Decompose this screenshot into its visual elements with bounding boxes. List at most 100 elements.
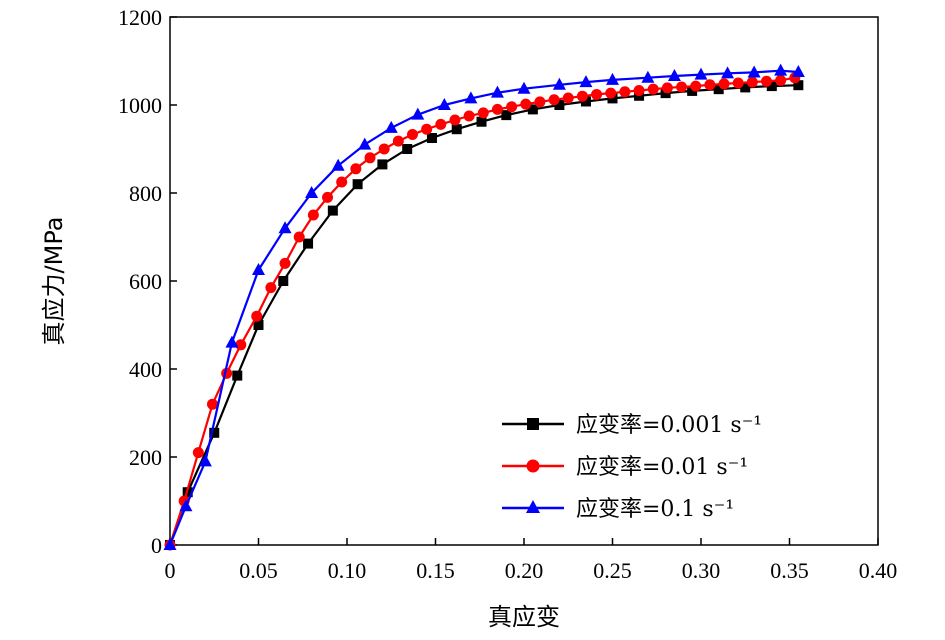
data-point: [605, 87, 617, 99]
data-point: [676, 81, 688, 93]
data-point: [580, 96, 591, 107]
data-point: [303, 238, 314, 249]
data-point: [435, 118, 447, 130]
y-tick-label: 800: [129, 181, 162, 206]
series-2: [163, 63, 805, 550]
data-point: [534, 96, 546, 108]
data-point: [278, 221, 292, 234]
y-tick-label: 600: [129, 269, 162, 294]
data-point: [253, 320, 264, 330]
legend-label-0: 应变率=0.001 s⁻¹: [576, 413, 762, 438]
y-tick-label: 400: [129, 357, 162, 382]
data-point: [192, 447, 204, 459]
data-point: [426, 133, 437, 143]
data-point: [606, 72, 619, 85]
data-point: [331, 158, 345, 171]
y-tick-label: 1000: [118, 93, 162, 118]
x-axis-label: 真应变: [488, 603, 560, 631]
data-point: [322, 191, 334, 203]
data-point: [278, 276, 289, 286]
data-point: [377, 159, 388, 170]
data-point: [694, 67, 708, 80]
data-point: [476, 116, 487, 127]
y-tick-label: 1200: [118, 5, 162, 30]
data-point: [791, 65, 805, 77]
data-point: [252, 263, 265, 275]
y-axis-label: 真应力/MPa: [40, 217, 68, 346]
data-point: [713, 84, 724, 95]
data-point: [660, 88, 671, 99]
x-tick-label: 0.20: [505, 558, 544, 583]
data-point: [179, 499, 193, 512]
data-point: [667, 68, 681, 81]
data-point: [554, 100, 565, 110]
legend-label-1: 应变率=0.01 s⁻¹: [576, 455, 748, 480]
data-point: [279, 257, 291, 269]
series-0: [165, 80, 804, 550]
data-point: [506, 101, 518, 113]
x-tick-label: 0.30: [682, 558, 721, 583]
data-point: [704, 79, 716, 91]
y-tick-label: 200: [129, 445, 162, 470]
data-point: [235, 339, 247, 351]
x-axis-ticks: 0 0.05 0.10 0.15 0.20 0.25 0.30 0.35 0.40: [165, 538, 897, 583]
data-point: [350, 163, 362, 175]
data-point: [307, 209, 319, 221]
data-point: [747, 65, 761, 78]
legend-label-2: 应变率=0.1 s⁻¹: [576, 497, 734, 522]
data-point: [633, 84, 645, 96]
data-point: [163, 538, 177, 550]
x-tick-label: 0.10: [328, 558, 367, 583]
data-point: [364, 152, 376, 164]
data-point: [449, 114, 461, 126]
data-point: [527, 104, 538, 115]
legend-marker-1: [526, 459, 540, 473]
data-point: [293, 231, 305, 243]
data-point: [490, 85, 504, 98]
data-point: [402, 144, 413, 154]
y-axis-ticks: 0 200 400 600 800 1000 1200: [118, 5, 177, 558]
data-point: [463, 110, 475, 122]
data-point: [562, 92, 574, 104]
data-point: [352, 179, 363, 190]
data-point: [406, 128, 418, 140]
data-point: [358, 137, 372, 150]
data-point: [491, 103, 503, 115]
data-point: [746, 76, 758, 88]
data-point: [232, 370, 243, 381]
data-point: [721, 66, 735, 79]
data-point: [740, 82, 751, 93]
data-point: [411, 107, 425, 120]
legend-marker-2: [526, 500, 540, 513]
data-point: [392, 135, 404, 147]
data-point: [760, 75, 772, 87]
data-point: [464, 91, 478, 104]
data-point: [641, 70, 655, 83]
data-point: [327, 205, 338, 216]
data-point: [451, 124, 462, 135]
data-point: [661, 82, 673, 94]
legend-marker-0: [527, 418, 539, 430]
x-tick-label: 0.35: [770, 558, 809, 583]
data-point: [437, 98, 451, 110]
data-point: [732, 77, 744, 89]
data-point: [209, 427, 220, 438]
data-point: [378, 143, 390, 155]
data-point: [579, 75, 593, 88]
data-point: [774, 63, 788, 76]
x-tick-label: 0.15: [416, 558, 455, 583]
data-point: [619, 86, 631, 98]
data-point: [384, 120, 398, 133]
data-point: [647, 83, 659, 95]
x-tick-label: 0.05: [239, 558, 278, 583]
data-point: [477, 107, 489, 119]
data-point: [793, 80, 804, 91]
data-point: [552, 77, 566, 90]
data-point: [576, 90, 588, 102]
x-tick-label: 0: [165, 558, 176, 583]
data-point: [775, 74, 787, 86]
data-point: [421, 123, 433, 135]
data-point: [517, 81, 531, 94]
data-point: [206, 398, 218, 410]
data-point: [251, 310, 263, 322]
